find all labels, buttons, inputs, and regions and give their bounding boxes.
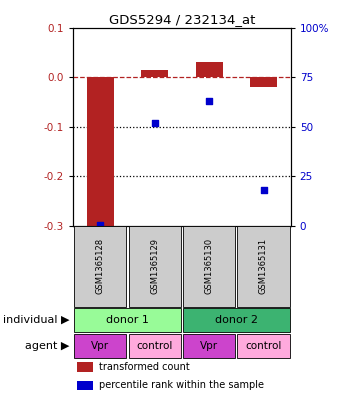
Bar bbox=[74, 226, 126, 307]
Text: GSM1365131: GSM1365131 bbox=[259, 238, 268, 294]
Text: control: control bbox=[245, 341, 282, 351]
Bar bbox=[129, 226, 181, 307]
Bar bbox=[141, 70, 168, 77]
Point bbox=[152, 120, 157, 126]
Text: Vpr: Vpr bbox=[91, 341, 109, 351]
Bar bbox=[78, 362, 93, 372]
Bar bbox=[183, 334, 235, 358]
Title: GDS5294 / 232134_at: GDS5294 / 232134_at bbox=[109, 13, 255, 26]
Point bbox=[261, 187, 266, 193]
Point bbox=[98, 222, 103, 228]
Bar bbox=[237, 226, 290, 307]
Text: transformed count: transformed count bbox=[99, 362, 190, 372]
Text: agent ▶: agent ▶ bbox=[25, 341, 70, 351]
Bar bbox=[183, 308, 290, 332]
Text: donor 2: donor 2 bbox=[215, 315, 258, 325]
Bar bbox=[129, 334, 181, 358]
Bar bbox=[183, 226, 235, 307]
Bar bbox=[74, 308, 181, 332]
Text: Vpr: Vpr bbox=[200, 341, 218, 351]
Text: donor 1: donor 1 bbox=[106, 315, 149, 325]
Text: percentile rank within the sample: percentile rank within the sample bbox=[99, 380, 264, 391]
Point bbox=[206, 98, 212, 104]
Text: control: control bbox=[137, 341, 173, 351]
Bar bbox=[78, 381, 93, 390]
Bar bbox=[250, 77, 277, 87]
Bar bbox=[87, 77, 114, 231]
Bar bbox=[237, 334, 290, 358]
Bar bbox=[74, 334, 126, 358]
Text: individual ▶: individual ▶ bbox=[3, 315, 70, 325]
Bar bbox=[195, 62, 223, 77]
Text: GSM1365128: GSM1365128 bbox=[96, 238, 105, 294]
Text: GSM1365130: GSM1365130 bbox=[205, 238, 214, 294]
Text: GSM1365129: GSM1365129 bbox=[150, 239, 159, 294]
